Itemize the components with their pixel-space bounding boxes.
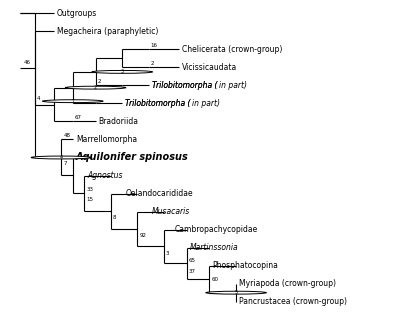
Text: Cambropachycopidae: Cambropachycopidae <box>174 225 258 234</box>
Circle shape <box>65 86 126 89</box>
Text: 33: 33 <box>86 187 93 192</box>
Circle shape <box>206 291 266 294</box>
Text: 3: 3 <box>121 69 124 74</box>
Text: Outgroups: Outgroups <box>57 9 97 18</box>
Text: 4: 4 <box>60 155 63 160</box>
Text: 48: 48 <box>63 133 70 138</box>
Circle shape <box>42 100 103 103</box>
Text: Agnostus: Agnostus <box>87 171 123 180</box>
Text: Bradoriida: Bradoriida <box>99 117 139 126</box>
Text: 46: 46 <box>24 60 30 65</box>
Text: 4: 4 <box>37 96 40 101</box>
Text: 67: 67 <box>75 115 82 120</box>
Text: Aquilonifer spinosus: Aquilonifer spinosus <box>76 152 189 163</box>
Text: Trilobitomorpha ( in part): Trilobitomorpha ( in part) <box>125 99 220 108</box>
Text: Megacheira (paraphyletic): Megacheira (paraphyletic) <box>57 27 158 36</box>
Text: Myriapoda (crown-group): Myriapoda (crown-group) <box>239 279 336 288</box>
Text: Trilobitomorpha ( in part): Trilobitomorpha ( in part) <box>152 81 247 90</box>
Text: Trilobitomorpha (: Trilobitomorpha ( <box>125 99 191 108</box>
Text: Musacaris: Musacaris <box>152 207 190 216</box>
Circle shape <box>31 156 92 159</box>
Text: 7: 7 <box>63 161 67 166</box>
Text: 15: 15 <box>86 197 93 202</box>
Text: 2: 2 <box>151 60 154 66</box>
Text: 3: 3 <box>166 251 169 256</box>
Text: Oelandocarididae: Oelandocarididae <box>125 189 193 198</box>
Text: 37: 37 <box>189 269 196 274</box>
Text: Martinssonia: Martinssonia <box>190 243 238 252</box>
Text: Chelicerata (crown-group): Chelicerata (crown-group) <box>182 45 282 54</box>
Text: 92: 92 <box>139 233 146 238</box>
Text: Trilobitomorpha ( in part): Trilobitomorpha ( in part) <box>152 81 247 90</box>
Text: Vicissicaudata: Vicissicaudata <box>182 63 238 72</box>
Text: 1: 1 <box>71 99 74 104</box>
Circle shape <box>92 71 152 73</box>
Text: 65: 65 <box>189 258 196 263</box>
Text: Trilobitomorpha (: Trilobitomorpha ( <box>152 81 217 90</box>
Text: Phosphatocopina: Phosphatocopina <box>212 261 278 270</box>
Text: 2: 2 <box>94 85 97 90</box>
Text: Marrellomorpha: Marrellomorpha <box>76 135 137 144</box>
Text: 5: 5 <box>234 290 238 295</box>
Text: Trilobitomorpha ( in part): Trilobitomorpha ( in part) <box>125 99 220 108</box>
Text: 60: 60 <box>211 277 218 282</box>
Text: 8: 8 <box>113 215 116 220</box>
Text: Pancrustacea (crown-group): Pancrustacea (crown-group) <box>239 297 347 306</box>
Text: 16: 16 <box>151 43 158 48</box>
Text: 2: 2 <box>98 79 101 83</box>
